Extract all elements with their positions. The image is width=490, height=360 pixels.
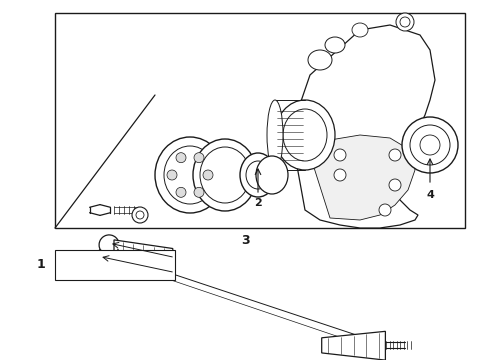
Ellipse shape [200, 147, 250, 203]
Polygon shape [114, 240, 173, 272]
Bar [55, 13, 465, 228]
Ellipse shape [400, 17, 410, 27]
Ellipse shape [203, 170, 213, 180]
Ellipse shape [246, 161, 270, 189]
Ellipse shape [193, 139, 257, 211]
Ellipse shape [410, 125, 450, 165]
Ellipse shape [396, 13, 414, 31]
Ellipse shape [334, 169, 346, 181]
Ellipse shape [164, 146, 216, 204]
Text: 1: 1 [36, 258, 45, 271]
Ellipse shape [420, 135, 440, 155]
Ellipse shape [308, 50, 332, 70]
Polygon shape [322, 331, 386, 360]
Polygon shape [295, 25, 435, 228]
Ellipse shape [194, 153, 204, 163]
Ellipse shape [389, 179, 401, 191]
Ellipse shape [283, 109, 327, 161]
Text: 4: 4 [426, 190, 434, 200]
Ellipse shape [132, 207, 148, 223]
Ellipse shape [325, 37, 345, 53]
Polygon shape [310, 135, 415, 220]
Ellipse shape [275, 100, 335, 170]
Ellipse shape [155, 137, 225, 213]
Ellipse shape [167, 170, 177, 180]
Ellipse shape [402, 117, 458, 173]
Ellipse shape [240, 153, 276, 197]
Ellipse shape [352, 23, 368, 37]
Ellipse shape [379, 204, 391, 216]
Ellipse shape [334, 149, 346, 161]
Bar [55, 250, 175, 280]
Text: 3: 3 [241, 234, 249, 247]
Ellipse shape [256, 156, 288, 194]
Ellipse shape [176, 153, 186, 163]
Ellipse shape [267, 100, 283, 170]
Text: 2: 2 [254, 198, 262, 208]
Ellipse shape [389, 149, 401, 161]
Ellipse shape [176, 187, 186, 197]
Ellipse shape [136, 211, 144, 219]
Ellipse shape [194, 187, 204, 197]
